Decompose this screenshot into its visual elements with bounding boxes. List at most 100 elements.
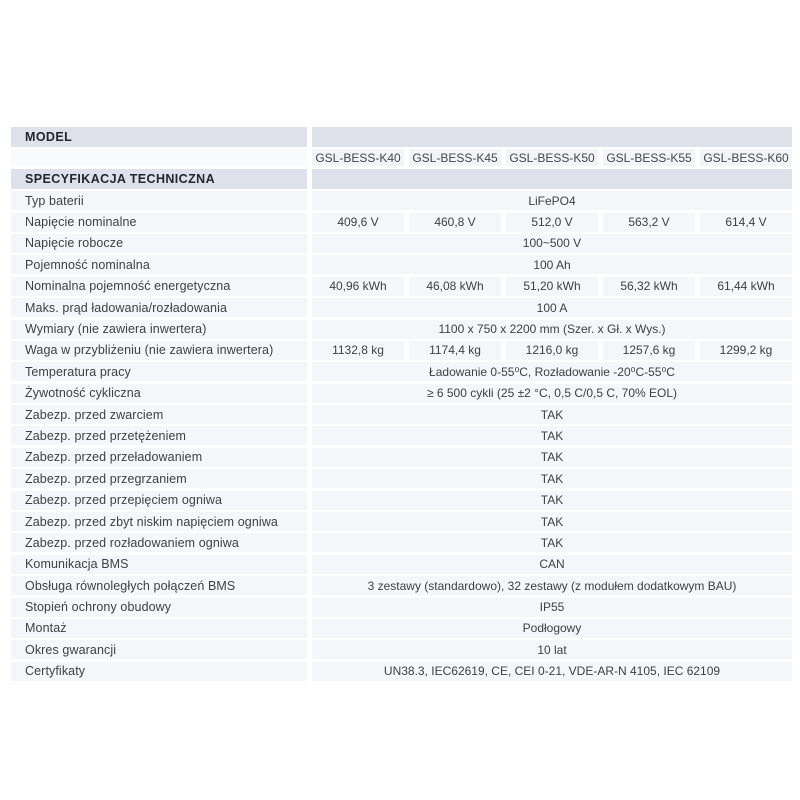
table-row: Żywotność cykliczna ≥ 6 500 cykli (25 ±2 … xyxy=(11,383,792,403)
row-value-span: LiFePO4 xyxy=(312,191,792,211)
spec-table: MODEL GSL-BESS-K40 GSL-BESS-K45 GSL-BESS-K… xyxy=(11,127,792,683)
row-values: TAK xyxy=(312,533,792,553)
row-values: TAK xyxy=(312,405,792,425)
spec-header-row: SPECYFIKACJA TECHNICZNA xyxy=(11,168,792,189)
table-row: Typ baterii LiFePO4 xyxy=(11,191,792,211)
row-value: 1174,4 kg xyxy=(409,340,501,360)
model-name: GSL-BESS-K40 xyxy=(312,149,404,167)
row-values: 10 lat xyxy=(312,640,792,660)
model-header-spacer xyxy=(312,127,792,147)
row-values: TAK xyxy=(312,469,792,489)
row-value-span: 10 lat xyxy=(312,640,792,660)
row-value-span: TAK xyxy=(312,405,792,425)
row-value-span: 100 Ah xyxy=(312,255,792,275)
table-row: Zabezp. przed przepięciem ogniwa TAK xyxy=(11,490,792,510)
row-values: 40,96 kWh 46,08 kWh 51,20 kWh 56,32 kWh 61,4… xyxy=(312,276,792,296)
row-label: Napięcie robocze xyxy=(11,233,307,253)
row-values: TAK xyxy=(312,426,792,446)
table-row: Zabezp. przed przegrzaniem TAK xyxy=(11,469,792,489)
table-row: Zabezp. przed przeładowaniem TAK xyxy=(11,447,792,467)
row-value-span: CAN xyxy=(312,554,792,574)
model-names-row: GSL-BESS-K40 GSL-BESS-K45 GSL-BESS-K50 GSL-… xyxy=(11,149,792,167)
model-names-blank-cell xyxy=(11,149,307,167)
row-label: Montaż xyxy=(11,618,307,638)
model-name: GSL-BESS-K50 xyxy=(506,149,598,167)
row-values: 3 zestawy (standardowo), 32 zestawy (z m… xyxy=(312,576,792,596)
row-value: 563,2 V xyxy=(603,212,695,232)
row-label: Nominalna pojemność energetyczna xyxy=(11,276,307,296)
row-value: 1216,0 kg xyxy=(506,340,598,360)
row-value-span: TAK xyxy=(312,490,792,510)
table-row: Wymiary (nie zawiera inwertera) 1100 x 75… xyxy=(11,319,792,339)
row-values: ≥ 6 500 cykli (25 ±2 °C, 0,5 C/0,5 C, 70… xyxy=(312,383,792,403)
row-label: Wymiary (nie zawiera inwertera) xyxy=(11,319,307,339)
row-value-span: ≥ 6 500 cykli (25 ±2 °C, 0,5 C/0,5 C, 70… xyxy=(312,383,792,403)
table-row: Certyfikaty UN38.3, IEC62619, CE, CEI 0-2… xyxy=(11,661,792,681)
row-values: 1100 x 750 x 2200 mm (Szer. x Gł. x Wys.… xyxy=(312,319,792,339)
row-values: TAK xyxy=(312,512,792,532)
row-values: Ładowanie 0-55⁰C, Rozładowanie -20⁰C-55⁰… xyxy=(312,362,792,382)
row-value-span: TAK xyxy=(312,469,792,489)
row-value-span: Ładowanie 0-55⁰C, Rozładowanie -20⁰C-55⁰… xyxy=(312,362,792,382)
row-value: 512,0 V xyxy=(506,212,598,232)
table-row: Maks. prąd ładowania/rozładowania 100 A xyxy=(11,298,792,318)
row-value-span: 100 A xyxy=(312,298,792,318)
row-values: Podłogowy xyxy=(312,618,792,638)
row-label: Zabezp. przed rozładowaniem ogniwa xyxy=(11,533,307,553)
row-values: 409,6 V 460,8 V 512,0 V 563,2 V 614,4 V xyxy=(312,212,792,232)
row-label: Żywotność cykliczna xyxy=(11,383,307,403)
row-values: LiFePO4 xyxy=(312,191,792,211)
row-values: 1132,8 kg 1174,4 kg 1216,0 kg 1257,6 kg 1299… xyxy=(312,340,792,360)
row-values: CAN xyxy=(312,554,792,574)
table-row: Napięcie robocze 100~500 V xyxy=(11,233,792,253)
row-values: UN38.3, IEC62619, CE, CEI 0-21, VDE-AR-N… xyxy=(312,661,792,681)
row-label: Stopień ochrony obudowy xyxy=(11,597,307,617)
table-row: Waga w przybliżeniu (nie zawiera inwerte… xyxy=(11,340,792,360)
spec-header-spacer xyxy=(312,168,792,189)
row-label: Certyfikaty xyxy=(11,661,307,681)
row-values: IP55 xyxy=(312,597,792,617)
row-values: 100 A xyxy=(312,298,792,318)
row-values: 100 Ah xyxy=(312,255,792,275)
table-row: Montaż Podłogowy xyxy=(11,618,792,638)
model-header-row: MODEL xyxy=(11,127,792,147)
row-value-span: 100~500 V xyxy=(312,233,792,253)
row-value: 1132,8 kg xyxy=(312,340,404,360)
row-value: 409,6 V xyxy=(312,212,404,232)
row-value: 1299,2 kg xyxy=(700,340,792,360)
table-row: Nominalna pojemność energetyczna 40,96 kW… xyxy=(11,276,792,296)
row-label: Komunikacja BMS xyxy=(11,554,307,574)
row-label: Napięcie nominalne xyxy=(11,212,307,232)
row-value: 460,8 V xyxy=(409,212,501,232)
row-label: Temperatura pracy xyxy=(11,362,307,382)
row-value-span: TAK xyxy=(312,447,792,467)
row-label: Pojemność nominalna xyxy=(11,255,307,275)
row-label: Obsługa równoległych połączeń BMS xyxy=(11,576,307,596)
row-value: 56,32 kWh xyxy=(603,276,695,296)
row-value-span: Podłogowy xyxy=(312,618,792,638)
table-row: Temperatura pracy Ładowanie 0-55⁰C, Rozła… xyxy=(11,362,792,382)
table-row: Komunikacja BMS CAN xyxy=(11,554,792,574)
row-label: Zabezp. przed zwarciem xyxy=(11,405,307,425)
row-label: Maks. prąd ładowania/rozładowania xyxy=(11,298,307,318)
table-row: Pojemność nominalna 100 Ah xyxy=(11,255,792,275)
row-value: 46,08 kWh xyxy=(409,276,501,296)
spec-rows-container: Typ baterii LiFePO4 Napięcie nominalne 409,… xyxy=(11,191,792,681)
row-label: Zabezp. przed zbyt niskim napięciem ogni… xyxy=(11,512,307,532)
table-row: Zabezp. przed rozładowaniem ogniwa TAK xyxy=(11,533,792,553)
model-name: GSL-BESS-K55 xyxy=(603,149,695,167)
row-label: Zabezp. przed przeładowaniem xyxy=(11,447,307,467)
row-value: 40,96 kWh xyxy=(312,276,404,296)
table-row: Stopień ochrony obudowy IP55 xyxy=(11,597,792,617)
row-value-span: TAK xyxy=(312,533,792,553)
table-row: Zabezp. przed zbyt niskim napięciem ogni… xyxy=(11,512,792,532)
row-value-span: 1100 x 750 x 2200 mm (Szer. x Gł. x Wys.… xyxy=(312,319,792,339)
row-value: 614,4 V xyxy=(700,212,792,232)
model-name: GSL-BESS-K60 xyxy=(700,149,792,167)
row-label: Zabezp. przed przegrzaniem xyxy=(11,469,307,489)
row-values: 100~500 V xyxy=(312,233,792,253)
spec-header-label: SPECYFIKACJA TECHNICZNA xyxy=(11,168,307,189)
row-value: 1257,6 kg xyxy=(603,340,695,360)
row-values: TAK xyxy=(312,490,792,510)
row-label: Zabezp. przed przepięciem ogniwa xyxy=(11,490,307,510)
